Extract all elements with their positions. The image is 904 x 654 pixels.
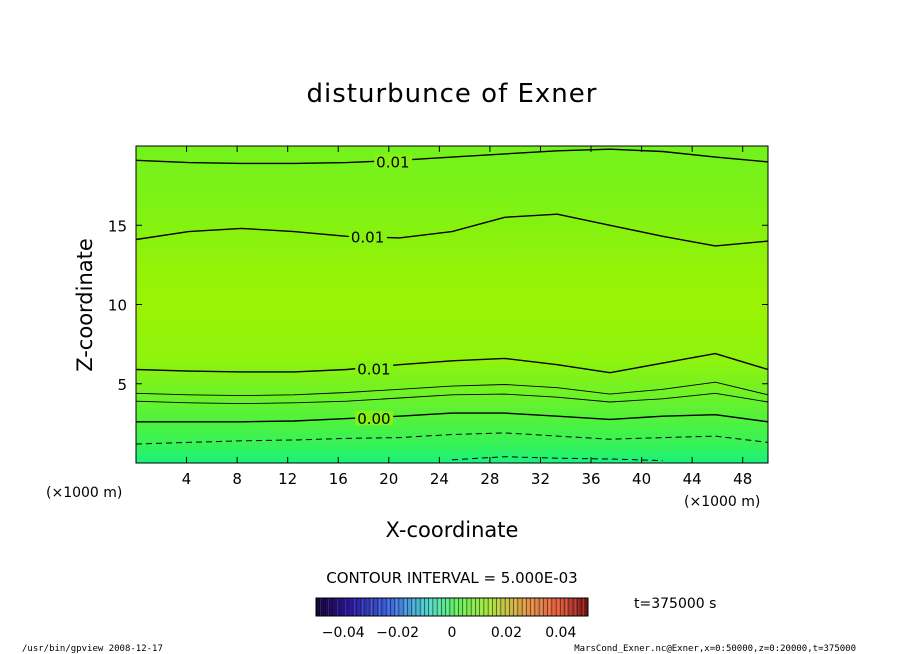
x-tick-label: 20 <box>379 470 398 488</box>
colorbar-tick-label: 0.02 <box>491 625 522 641</box>
x-tick-label: 16 <box>329 470 348 488</box>
x-tick-label: 28 <box>480 470 499 488</box>
contour-line <box>451 456 663 462</box>
time-label: t=375000 s <box>634 596 716 612</box>
plot-field <box>136 146 768 463</box>
colorbar-tick-label: −0.04 <box>322 625 365 641</box>
x-unit-right: (×1000 m) <box>684 494 760 510</box>
contour-line <box>136 381 768 397</box>
y-axis-label: Z-coordinate <box>73 238 97 372</box>
x-tick-label: 12 <box>278 470 297 488</box>
y-tick-label: 10 <box>108 297 127 315</box>
contour-line <box>136 352 768 374</box>
contour-line <box>136 148 768 165</box>
contour-label: 0.00 <box>357 410 390 428</box>
contour-label-pad <box>355 411 394 426</box>
contour-label: 0.01 <box>357 361 390 379</box>
x-tick-label: 32 <box>531 470 550 488</box>
y-tick-label: 5 <box>117 376 127 394</box>
y-tick-label: 15 <box>108 217 127 235</box>
contour-label-pad <box>348 229 387 244</box>
colorbar-frame <box>315 597 589 617</box>
x-tick-label: 36 <box>581 470 600 488</box>
x-tick-label: 24 <box>430 470 449 488</box>
chart-title: disturbunce of Exner <box>307 79 598 109</box>
colorbar-tick-label: 0 <box>448 625 457 641</box>
footer-left: /usr/bin/gpview 2008-12-17 <box>22 644 163 654</box>
x-tick-label: 40 <box>632 470 651 488</box>
x-tick-label: 44 <box>683 470 702 488</box>
contour-label: 0.01 <box>351 228 384 246</box>
colorbar <box>316 598 588 616</box>
x-axis-label: X-coordinate <box>386 518 519 542</box>
colorbar-tick-label: 0.04 <box>545 625 576 641</box>
contour-label: 0.01 <box>376 153 409 171</box>
contour-line <box>136 412 768 423</box>
colorbar-tick-label: −0.02 <box>376 625 419 641</box>
contour-line <box>136 213 768 247</box>
contour-label-pad <box>355 361 394 376</box>
contour-line <box>136 392 768 405</box>
contour-line <box>136 432 768 445</box>
x-tick-label: 4 <box>182 470 192 488</box>
x-tick-label: 48 <box>733 470 752 488</box>
x-tick-label: 8 <box>232 470 242 488</box>
x-unit-left: (×1000 m) <box>46 485 122 501</box>
contour-label-pad <box>374 154 413 169</box>
contour-interval-text: CONTOUR INTERVAL = 5.000E-03 <box>326 569 577 587</box>
footer-right: MarsCond_Exner.nc@Exner,x=0:50000,z=0:20… <box>574 644 856 654</box>
